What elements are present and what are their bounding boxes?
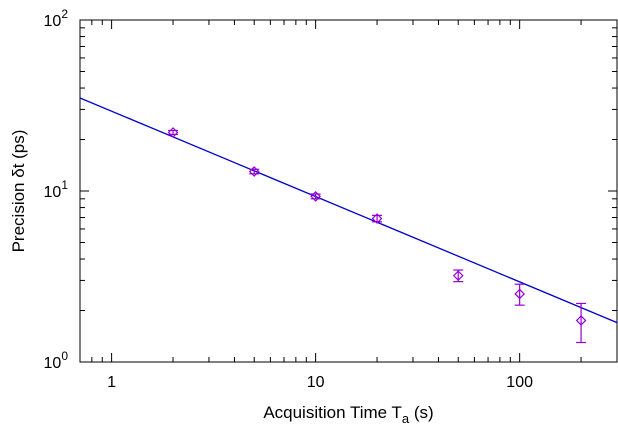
x-axis-title-unit: (s) (409, 403, 434, 422)
x-tick-label: 10 (307, 374, 325, 391)
tick-labels: 1 10 100 100 101 102 (44, 7, 534, 391)
data-point (452, 269, 464, 283)
x-tick-label: 100 (506, 374, 533, 391)
y-tick-label: 100 (44, 349, 69, 372)
diamond-marker (248, 166, 260, 177)
data-point (248, 166, 260, 177)
y-axis-title: Precision δt (ps) (9, 130, 28, 253)
data-point (514, 283, 526, 306)
diamond-marker (452, 270, 464, 281)
data-point (310, 191, 321, 202)
x-tick-label: 1 (107, 374, 116, 391)
axis-ticks (79, 19, 618, 363)
y-tick-label: 101 (44, 178, 69, 201)
plot-border (79, 19, 618, 363)
plot-frame (79, 19, 618, 363)
diamond-marker (167, 127, 179, 138)
diamond-marker (310, 191, 321, 202)
diamond-marker (514, 288, 526, 300)
fit-line (79, 97, 618, 324)
diamond-marker (575, 315, 587, 326)
y-tick-label: 102 (44, 7, 69, 30)
fit-line-group (79, 97, 618, 324)
data-point (167, 127, 179, 138)
x-axis-title: Acquisition Time Ta (s) (263, 403, 433, 426)
data-points (167, 127, 587, 344)
diamond-marker (371, 213, 383, 224)
x-axis-title-subscript: a (402, 411, 410, 426)
x-axis-title-main: Acquisition Time T (263, 403, 402, 422)
data-point (371, 213, 383, 224)
data-point (575, 302, 587, 344)
